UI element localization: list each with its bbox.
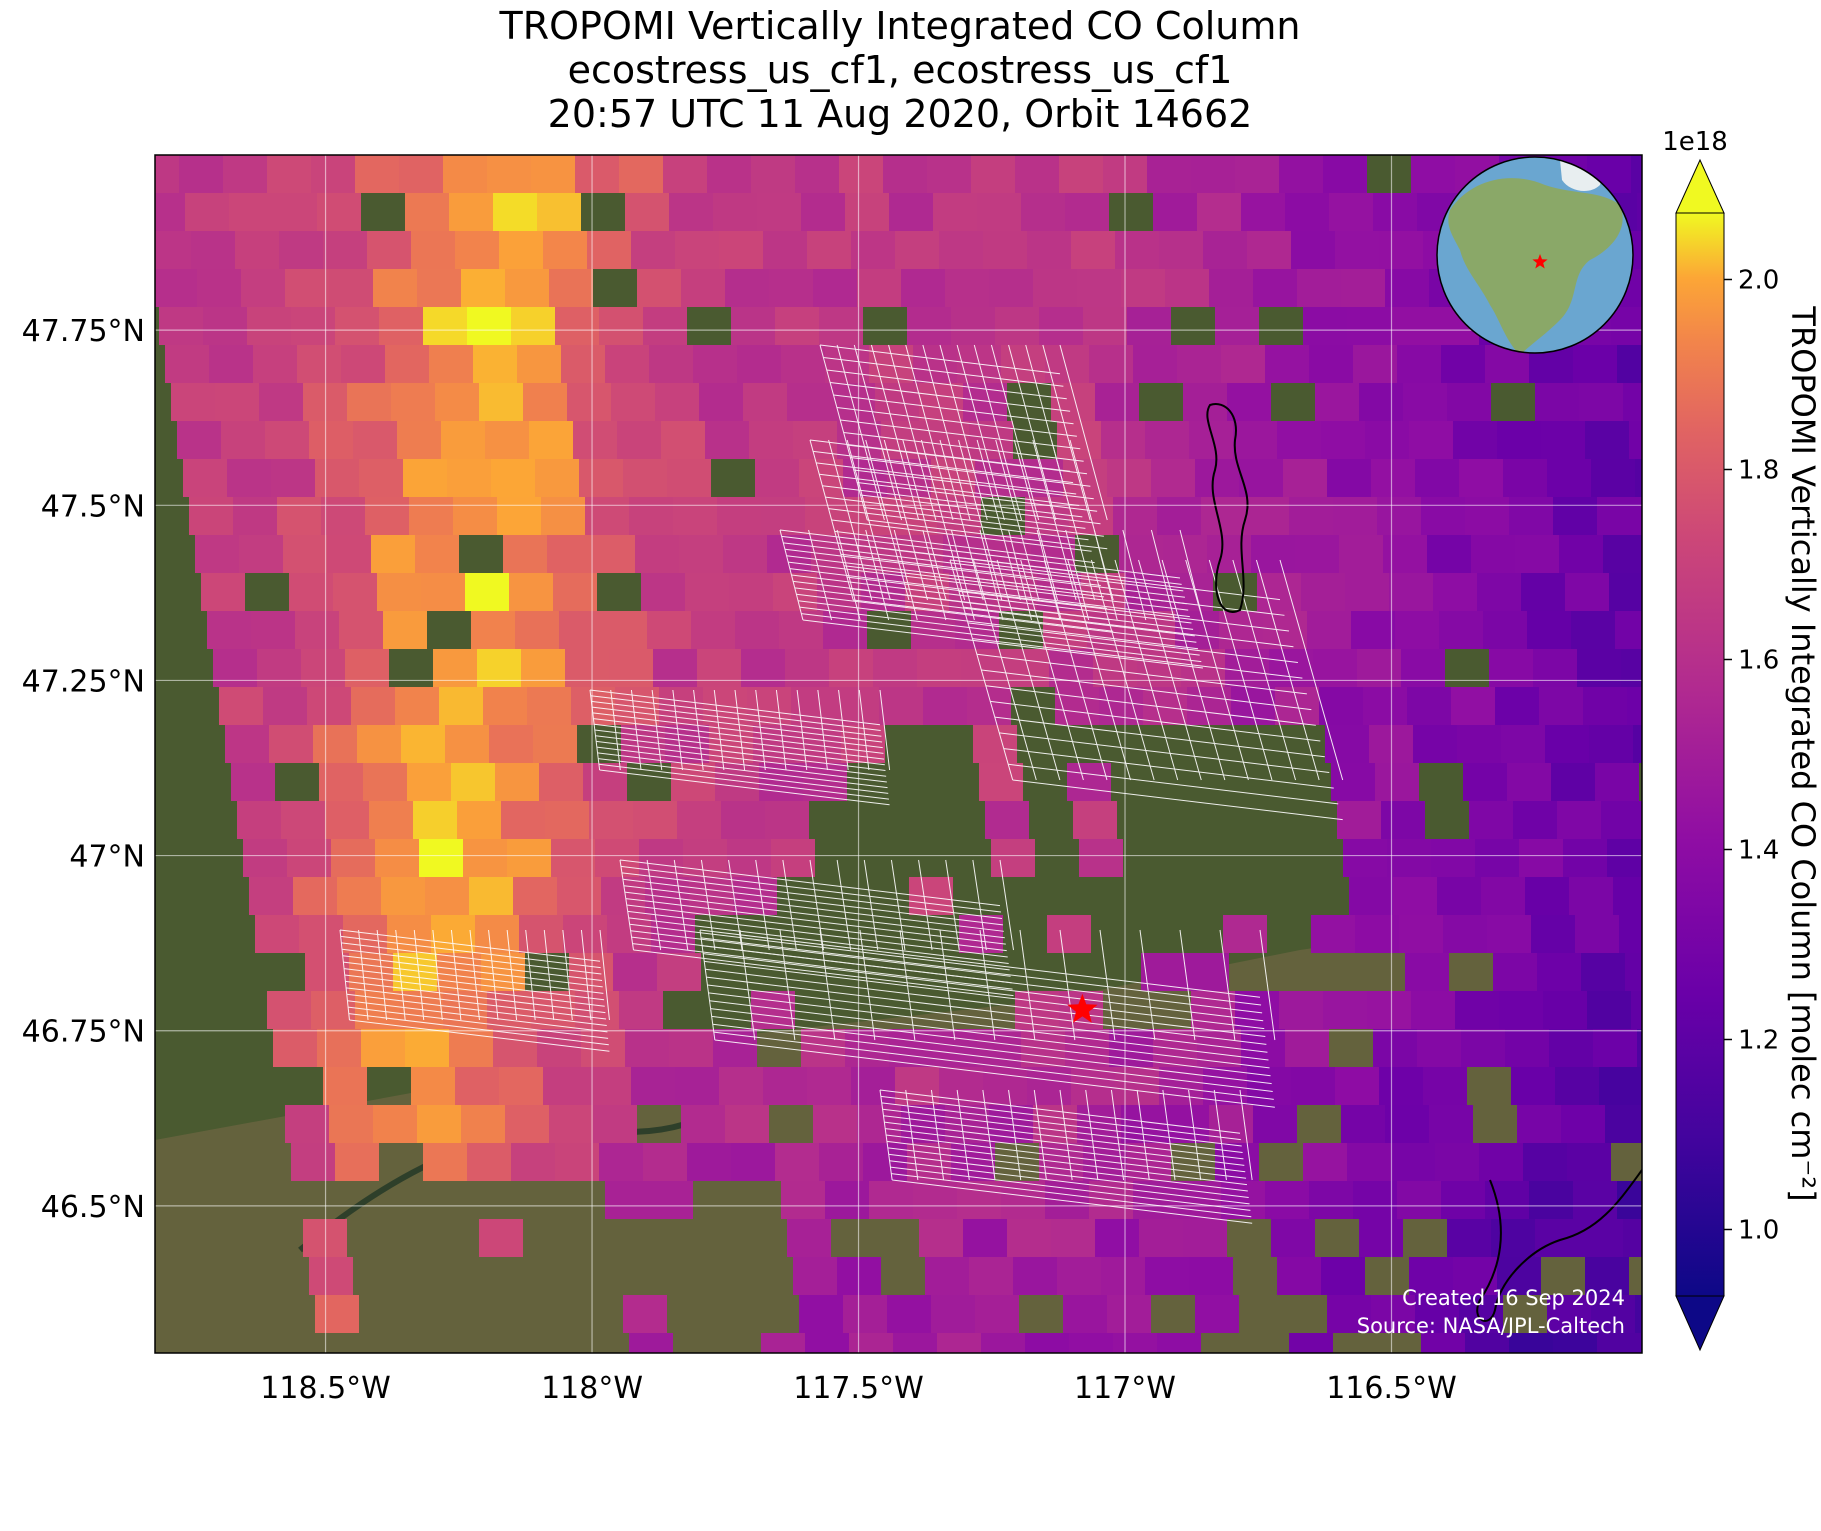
globe-outline (1436, 156, 1634, 354)
colorbar-tick-label: 1.4 (1738, 836, 1779, 866)
latitude-tick-labels: 47.75°N 47.5°N 47.25°N 47°N 46.75°N 46.5°N (22, 314, 145, 1225)
lat-tick-label: 47.75°N (22, 314, 145, 349)
lon-tick-label: 118.5°W (260, 1371, 391, 1406)
lat-tick-label: 47.5°N (41, 489, 145, 524)
colorbar-tick-label: 1.2 (1738, 1026, 1779, 1056)
longitude-tick-labels: 118.5°W 118°W 117.5°W 117°W 116.5°W (260, 1371, 1456, 1406)
globe-north-america (1448, 178, 1623, 353)
lon-tick-label: 117.5°W (793, 1371, 924, 1406)
colorbar: 1.0 1.2 1.4 1.6 1.8 2.0 1e18 TROPOMI Vertical… (1662, 127, 1821, 1352)
colorbar-title: TROPOMI Vertically Integrated CO Column … (1784, 305, 1821, 1201)
created-credit: Created 16 Sep 2024 (1402, 1286, 1625, 1310)
border-outline (1476, 1169, 1642, 1322)
inset-globe (1436, 156, 1634, 354)
colorbar-tick-label: 2.0 (1738, 266, 1779, 296)
lat-tick-label: 47.25°N (22, 664, 145, 699)
figure-title: TROPOMI Vertically Integrated CO Column … (155, 4, 1645, 136)
title-line-2: ecostress_us_cf1, ecostress_us_cf1 (567, 48, 1233, 92)
ecostress-swath-grid (339, 344, 1344, 1224)
globe-site-marker (1532, 254, 1548, 269)
colorbar-multiplier: 1e18 (1662, 127, 1728, 157)
colorbar-tick-label: 1.0 (1738, 1216, 1779, 1246)
lon-tick-label: 117°W (1074, 1371, 1176, 1406)
lon-tick-label: 118°W (541, 1371, 643, 1406)
site-star-icon (1067, 993, 1098, 1023)
lat-tick-label: 46.75°N (22, 1015, 145, 1050)
lon-tick-label: 116.5°W (1326, 1371, 1457, 1406)
colorbar-tick-label: 1.6 (1738, 646, 1779, 676)
colorbar-top-extend (1675, 158, 1725, 214)
site-marker (1067, 993, 1098, 1023)
map-panel (155, 155, 1642, 1353)
source-credit: Source: NASA/JPL-Caltech (1357, 1314, 1625, 1338)
map-frame (154, 154, 1643, 1354)
colorbar-bottom-extend (1675, 1295, 1725, 1352)
colorbar-gradient (1675, 212, 1725, 1297)
title-line-1: TROPOMI Vertically Integrated CO Column (499, 4, 1301, 48)
lake-outline (1206, 403, 1249, 613)
gridlines (155, 155, 1642, 1353)
lat-tick-label: 46.5°N (41, 1190, 145, 1225)
title-line-3: 20:57 UTC 11 Aug 2020, Orbit 14662 (547, 92, 1253, 136)
colorbar-ticks: 1.0 1.2 1.4 1.6 1.8 2.0 (1724, 266, 1779, 1246)
lat-tick-label: 47°N (69, 840, 145, 875)
colorbar-tick-label: 1.8 (1738, 456, 1779, 486)
